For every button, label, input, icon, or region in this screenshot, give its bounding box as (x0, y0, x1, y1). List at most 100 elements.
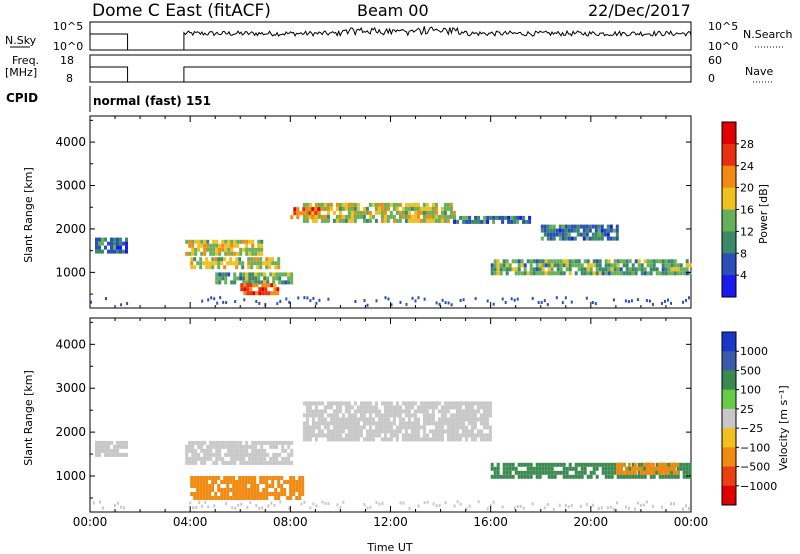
echo-cell (266, 460, 270, 465)
echo-cell (110, 249, 113, 254)
echo-cell (305, 202, 309, 207)
echo-cell (490, 271, 494, 276)
echo-cell (595, 267, 599, 272)
echo-cell (601, 267, 605, 272)
echo-cell (95, 440, 98, 445)
y-tick-label: 1000 (55, 469, 86, 483)
echo-cell (583, 470, 587, 475)
echo-cell (214, 261, 218, 266)
echo-cell (243, 291, 247, 296)
echo-cell (404, 401, 408, 406)
echo-cell (622, 263, 626, 268)
echo-cell (273, 291, 277, 296)
ground-scatter (516, 505, 519, 508)
echo-cell (245, 440, 249, 445)
echo-cell (317, 425, 321, 430)
echo-cell (260, 448, 264, 453)
ground-scatter (633, 507, 636, 511)
echo-cell (485, 409, 489, 414)
echo-cell (277, 484, 281, 488)
echo-cell (482, 409, 486, 414)
echo-cell (188, 440, 192, 445)
ground-scatter (318, 298, 321, 302)
echo-cell (416, 421, 420, 426)
echo-cell (485, 401, 489, 406)
ground-scatter (453, 504, 456, 508)
echo-cell (401, 437, 405, 442)
echo-cell (440, 425, 444, 430)
ground-scatter (670, 502, 672, 506)
echo-cell (526, 474, 530, 479)
echo-cell (511, 259, 515, 264)
echo-cell (260, 272, 264, 277)
echo-cell (113, 249, 116, 254)
echo-cell (308, 405, 312, 410)
echo-cell (407, 433, 411, 438)
echo-cell (652, 267, 656, 272)
echo-cell (362, 214, 366, 219)
echo-cell (229, 257, 233, 262)
echo-cell (523, 263, 527, 268)
echo-cell (479, 437, 483, 442)
ground-scatter (456, 500, 459, 504)
ground-scatter (279, 500, 282, 504)
echo-cell (580, 470, 584, 475)
echo-cell (455, 433, 459, 438)
echo-cell (238, 480, 242, 484)
echo-cell (296, 211, 300, 216)
ground-scatter (423, 501, 426, 505)
echo-cell (214, 492, 218, 496)
echo-cell (392, 417, 396, 422)
echo-cell (461, 425, 465, 430)
echo-cell (281, 272, 285, 277)
ground-scatter (258, 507, 261, 510)
echo-cell (374, 429, 378, 434)
echo-cell (211, 257, 215, 262)
colorbar-tick-label: 12 (740, 225, 754, 238)
echo-cell (645, 462, 649, 467)
echo-cell (413, 210, 417, 215)
echo-cell (496, 470, 500, 475)
echo-cell (511, 267, 515, 272)
echo-cell (272, 440, 276, 445)
echo-cell (194, 251, 198, 256)
echo-cell (107, 448, 110, 453)
echo-cell (601, 470, 605, 475)
ground-scatter (408, 506, 411, 510)
echo-cell (461, 409, 465, 414)
echo-cell (254, 448, 258, 453)
echo-cell (526, 259, 530, 264)
ground-scatter (123, 506, 126, 510)
echo-cell (374, 433, 378, 438)
echo-cell (479, 429, 483, 434)
echo-cell (505, 470, 509, 475)
echo-cell (245, 239, 249, 244)
echo-cell (386, 421, 390, 426)
echo-cell (550, 462, 554, 467)
echo-cell (483, 219, 487, 224)
echo-cell (499, 263, 503, 268)
echo-cell (224, 239, 228, 244)
echo-cell (193, 257, 197, 262)
echo-cell (302, 421, 306, 426)
echo-cell (239, 276, 243, 281)
echo-cell (284, 456, 288, 461)
echo-cell (266, 276, 270, 281)
echo-cell (359, 425, 363, 430)
echo-cell (253, 484, 257, 488)
echo-cell (311, 417, 315, 422)
echo-cell (544, 259, 548, 264)
echo-cell (347, 417, 351, 422)
echo-cell (341, 437, 345, 442)
echo-cell (389, 409, 393, 414)
echo-cell (199, 484, 203, 488)
echo-cell (224, 276, 228, 281)
echo-cell (110, 448, 113, 453)
echo-cell (227, 448, 231, 453)
echo-cell (410, 437, 414, 442)
echo-cell (220, 480, 224, 484)
echo-cell (255, 283, 259, 288)
echo-cell (191, 247, 195, 252)
echo-cell (666, 470, 670, 475)
echo-cell (247, 488, 251, 492)
